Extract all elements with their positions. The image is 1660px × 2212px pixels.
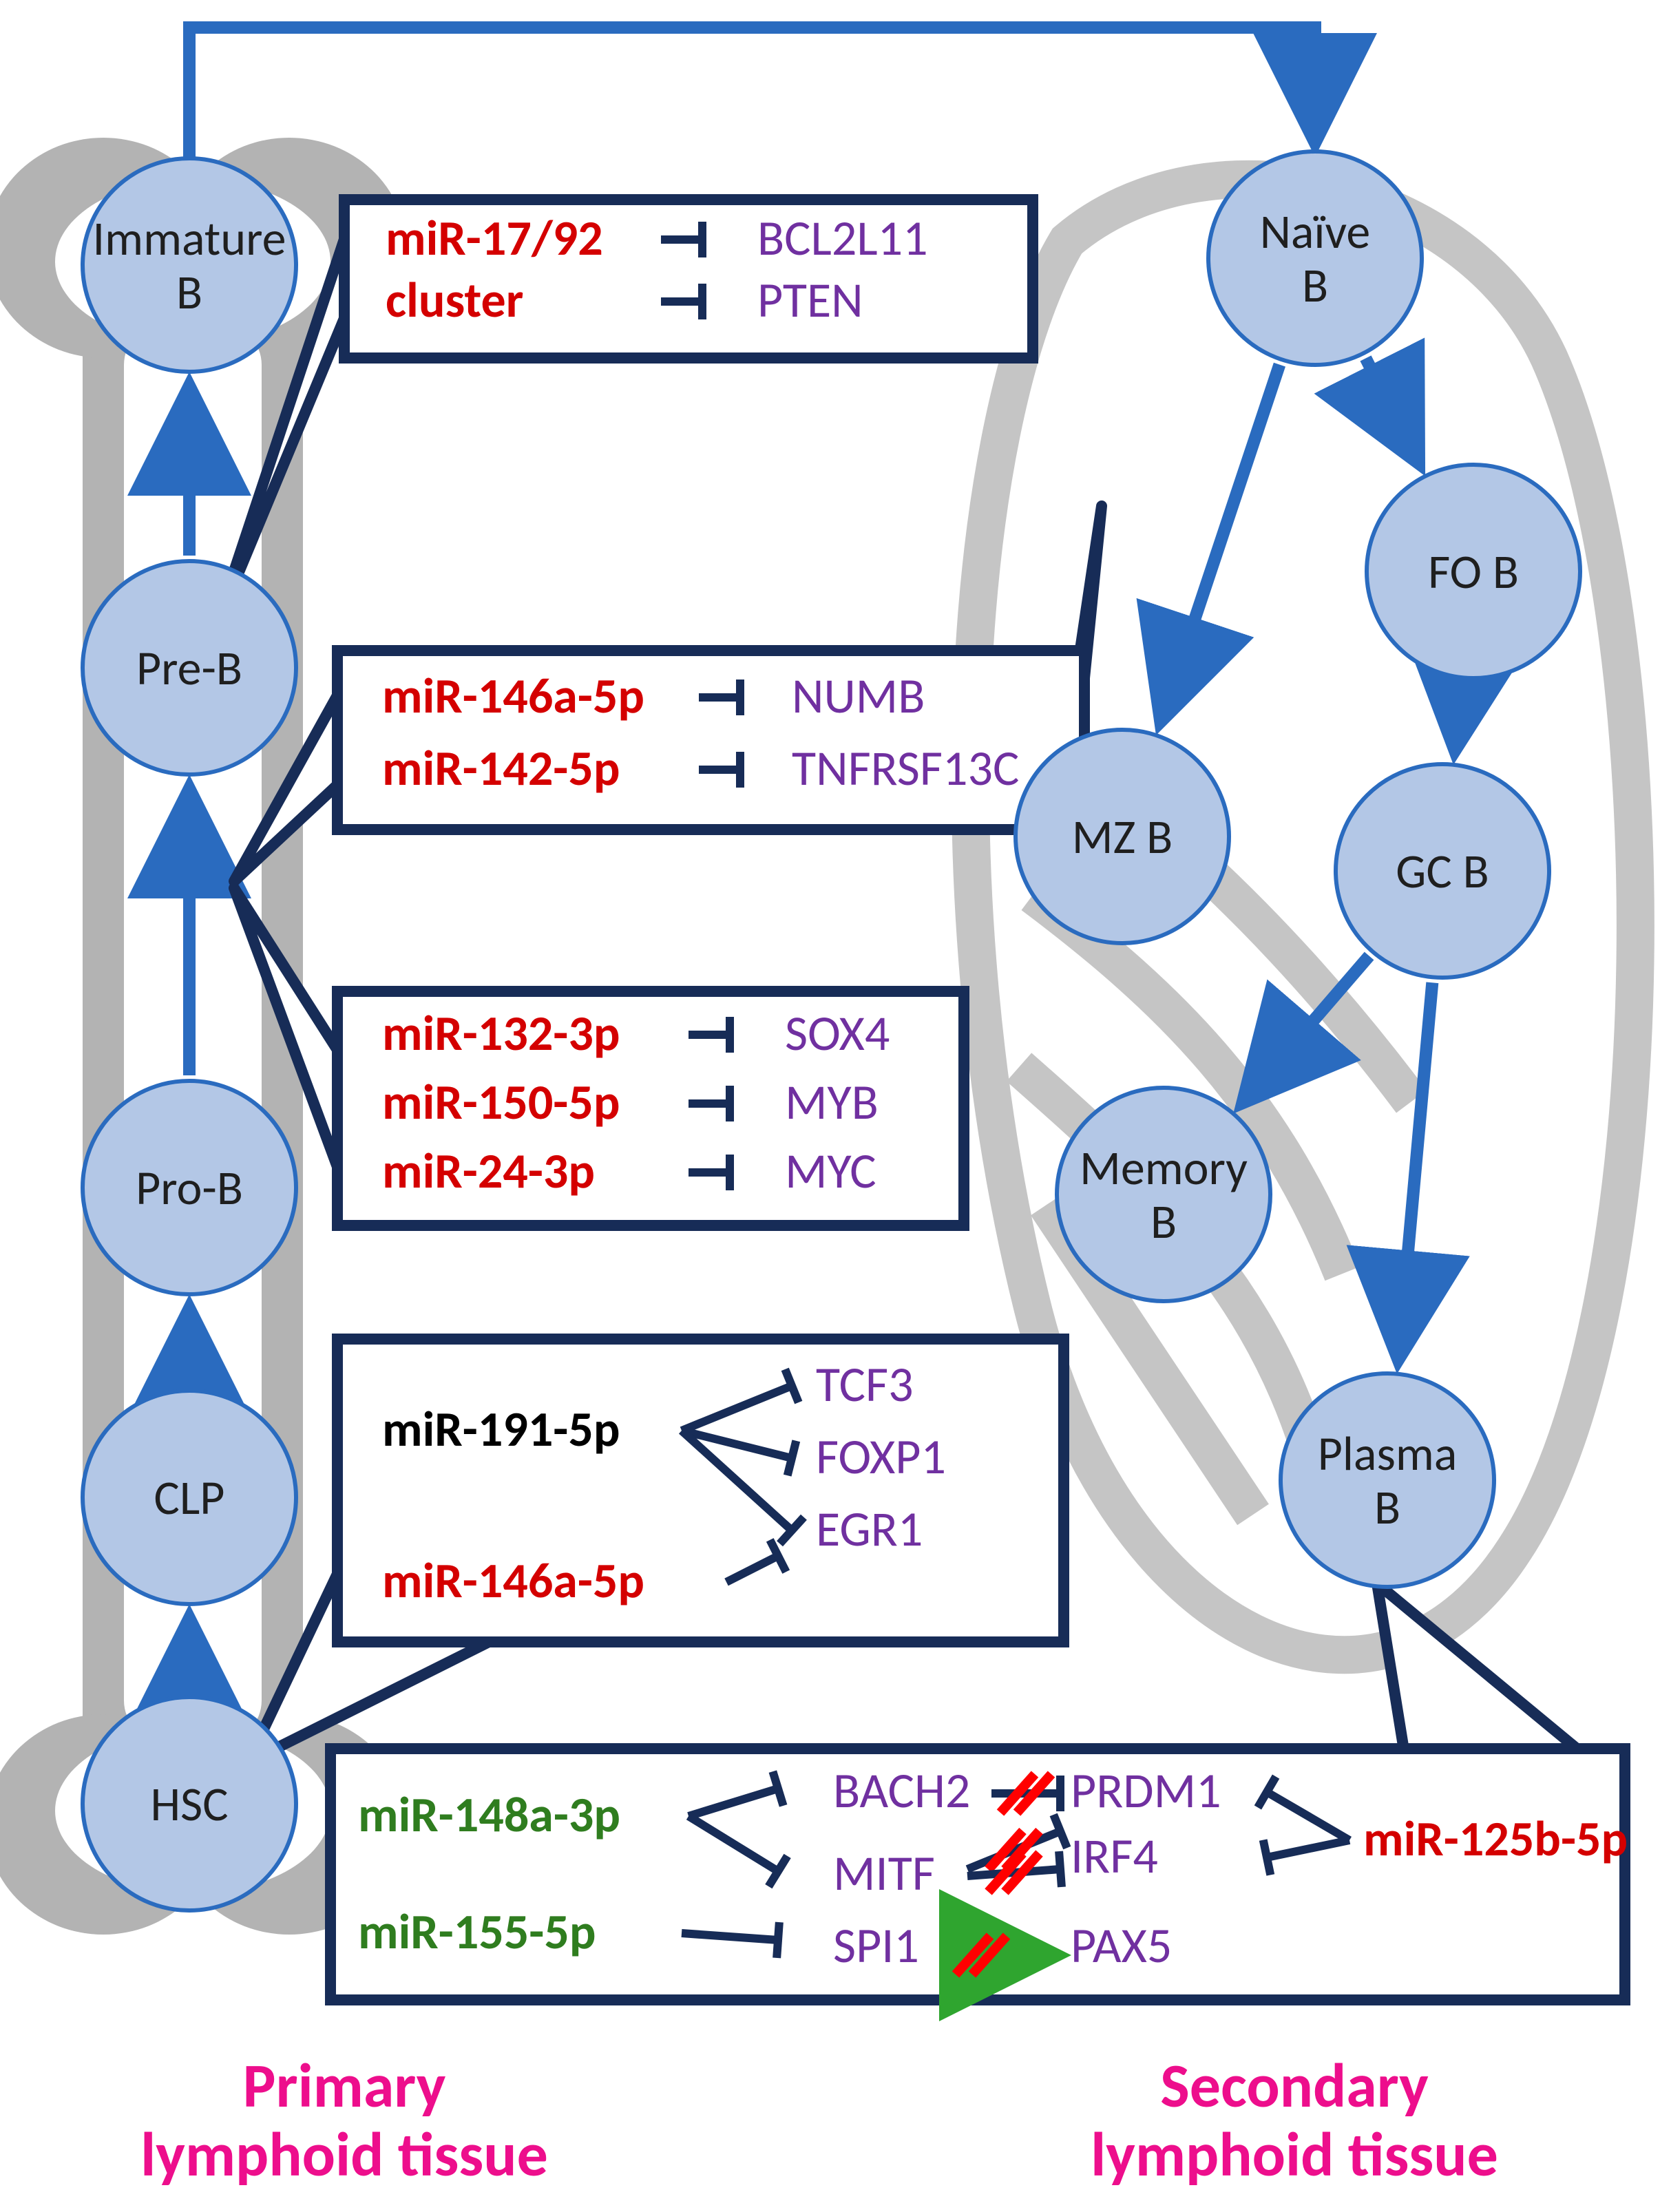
target-label: MYB: [785, 1072, 879, 1133]
cell-label: B: [1302, 255, 1328, 315]
target-label: SOX4: [785, 1003, 890, 1064]
cell-label: FO B: [1428, 542, 1519, 601]
mir-label: miR-155-5p: [358, 1902, 596, 1962]
mir-label: miR-146a-5p: [382, 666, 644, 726]
cell-MemB: MemoryB: [1057, 1088, 1270, 1301]
flow-arrow: [1160, 365, 1280, 724]
flow-arrow: [1455, 683, 1462, 752]
cell-label: Naïve: [1260, 202, 1371, 261]
mir-label: miR-132-3p: [382, 1003, 620, 1064]
flow-arrow: [1366, 358, 1420, 465]
target-label: FOXP1: [816, 1426, 946, 1487]
target-label: MITF: [833, 1843, 935, 1904]
target-label: EGR1: [816, 1499, 923, 1559]
target-label: PRDM1: [1071, 1760, 1221, 1821]
target-label: PAX5: [1071, 1915, 1172, 1976]
target-label: SPI1: [833, 1915, 919, 1976]
mir-label: miR-24-3p: [382, 1141, 595, 1201]
target-label: MYC: [785, 1141, 876, 1201]
mir-label: miR-191-5p: [382, 1399, 620, 1460]
cell-label: B: [176, 262, 202, 322]
target-label: TCF3: [816, 1354, 914, 1415]
cell-label: Pro-B: [136, 1158, 243, 1217]
cell-label: GC B: [1396, 841, 1489, 900]
tissue-label-secondary-1: Secondary: [1160, 2048, 1429, 2124]
cell-label: HSC: [150, 1774, 228, 1833]
cell-PreB: Pre-B: [83, 561, 296, 775]
cell-label: B: [1151, 1192, 1177, 1251]
target-label: BCL2L11: [757, 208, 928, 268]
tissue-labels: Primarylymphoid tissueSecondarylymphoid …: [140, 2048, 1498, 2193]
mir-label: miR-150-5p: [382, 1072, 620, 1133]
cell-label: Pre-B: [136, 638, 242, 697]
mir-label: miR-146a-5p: [382, 1550, 644, 1611]
cell-HSC: HSC: [83, 1697, 296, 1910]
target-label: IRF4: [1071, 1826, 1158, 1886]
mir-label: miR-17/92: [386, 208, 603, 268]
tissue-label-secondary-2: lymphoid tissue: [1091, 2117, 1498, 2193]
cell-label: Plasma: [1318, 1424, 1458, 1483]
top-flow-arrow: [189, 28, 1315, 158]
target-label: BACH2: [833, 1760, 970, 1821]
cell-label: MZ B: [1072, 807, 1173, 866]
target-label: PTEN: [757, 270, 863, 330]
mir-label: cluster: [386, 270, 523, 330]
cell-FOB: FO B: [1367, 465, 1580, 678]
tissue-label-primary-1: Primary: [243, 2048, 446, 2124]
cell-label: Memory: [1080, 1138, 1248, 1197]
cell-label: CLP: [154, 1468, 225, 1527]
cell-ImmB: ImmatureB: [83, 158, 296, 372]
cell-label: Immature: [93, 209, 286, 268]
cell-MZB: MZ B: [1016, 730, 1229, 943]
cell-ProB: Pro-B: [83, 1081, 296, 1294]
mir-label: miR-125b-5p: [1363, 1809, 1628, 1869]
cell-GCB: GC B: [1336, 764, 1549, 978]
mir-label: miR-142-5p: [382, 738, 620, 799]
diagram-canvas: miR-17/92 BCL2L11 cluster PTEN miR-146a-5p NU…: [0, 0, 1660, 2212]
cell-label: B: [1374, 1477, 1400, 1537]
flow-arrow: [1398, 982, 1433, 1361]
tissue-label-primary-2: lymphoid tissue: [140, 2117, 548, 2193]
cell-CLP: CLP: [83, 1391, 296, 1604]
target-label: TNFRSF13C: [792, 738, 1019, 799]
mir-label: miR-148a-3p: [358, 1784, 620, 1845]
cell-PlasmaB: PlasmaB: [1281, 1373, 1494, 1587]
cell-NaiveB: NaïveB: [1208, 151, 1422, 365]
target-label: NUMB: [792, 666, 925, 726]
